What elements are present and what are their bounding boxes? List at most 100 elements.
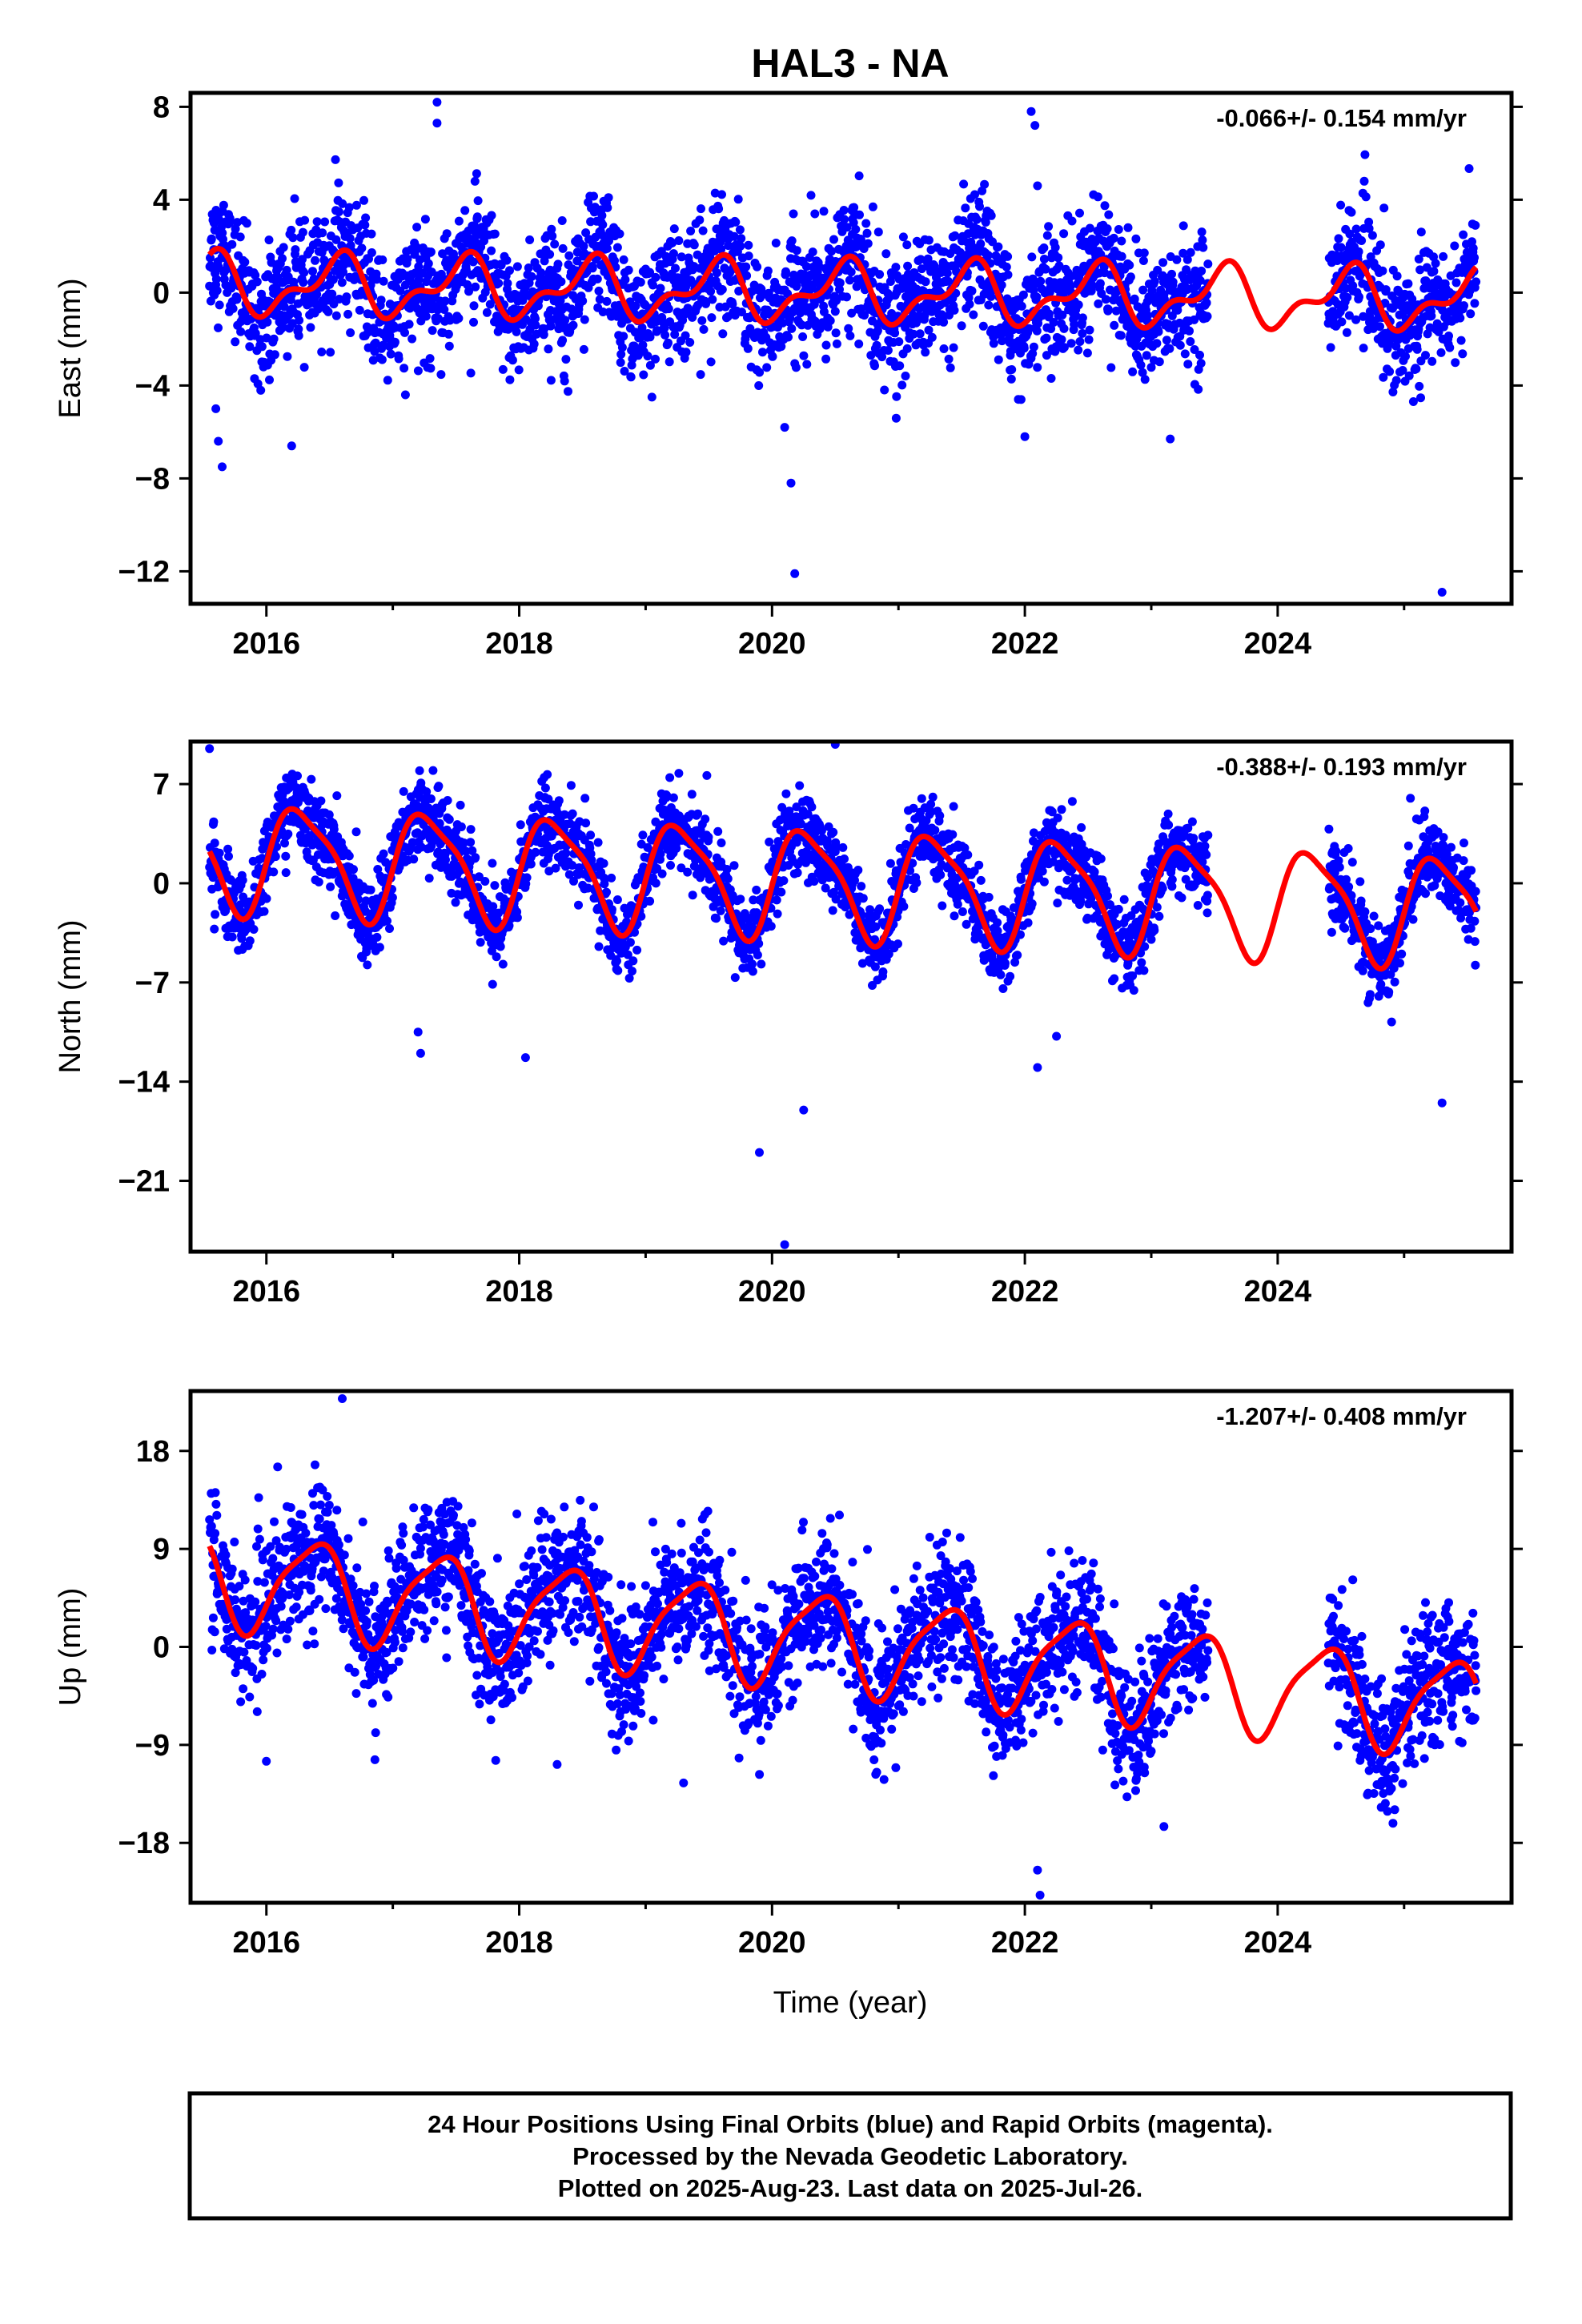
north-data-point (674, 769, 684, 778)
east-data-point (1203, 259, 1213, 269)
east-data-point (1003, 270, 1013, 279)
east-data-point (1458, 349, 1468, 359)
east-data-point (257, 342, 267, 352)
east-y-axis-label: East (mm) (54, 278, 87, 418)
east-data-point (762, 363, 772, 372)
north-data-point (723, 874, 733, 883)
east-data-point (428, 326, 437, 336)
east-data-point (1152, 339, 1162, 348)
east-data-point (681, 348, 691, 357)
east-data-point (463, 280, 472, 289)
east-outlier-point (790, 569, 800, 578)
east-data-point (942, 268, 952, 278)
north-data-point (600, 875, 609, 884)
north-data-point (717, 838, 726, 847)
east-data-point (503, 279, 512, 288)
east-data-point (1337, 317, 1347, 327)
east-data-point (1088, 281, 1097, 290)
north-data-point (628, 956, 638, 966)
east-data-point (1364, 223, 1374, 233)
east-data-point (327, 289, 337, 299)
east-data-point (1059, 343, 1069, 352)
north-data-point (332, 791, 342, 801)
north-data-point (777, 887, 786, 897)
east-data-point (737, 308, 746, 317)
north-data-point (428, 766, 438, 775)
east-data-point (784, 332, 793, 342)
east-data-point (696, 370, 705, 380)
north-data-point (612, 895, 622, 904)
east-data-point (1379, 203, 1389, 213)
east-data-point (553, 259, 563, 269)
east-data-point (1196, 359, 1206, 368)
north-data-point (471, 853, 480, 862)
east-data-point (731, 217, 741, 227)
east-data-point (645, 332, 655, 342)
east-data-point (674, 236, 684, 245)
east-data-point (717, 190, 726, 199)
north-data-point (832, 842, 841, 852)
north-data-point (543, 770, 552, 779)
east-data-point (939, 344, 949, 353)
east-data-point (754, 381, 764, 390)
east-data-point (1116, 331, 1126, 340)
east-data-point (602, 296, 612, 306)
east-data-point (842, 292, 851, 302)
north-data-point (504, 921, 514, 931)
north-data-point (466, 838, 476, 847)
east-data-point (620, 367, 629, 376)
north-data-point (948, 830, 958, 839)
east-data-point (677, 252, 686, 262)
north-data-point (666, 861, 675, 870)
north-data-point (801, 858, 810, 867)
east-data-point (921, 348, 930, 357)
east-data-point (337, 278, 347, 287)
east-data-point (791, 363, 801, 372)
east-data-point (581, 228, 591, 238)
east-outlier-point (1166, 434, 1175, 444)
east-data-point (950, 305, 959, 315)
east-data-point (981, 218, 990, 227)
east-data-point (616, 358, 625, 368)
east-data-point (1167, 269, 1176, 279)
east-data-point (1100, 201, 1110, 211)
north-data-point (581, 818, 591, 828)
east-data-point (1414, 255, 1423, 263)
east-data-point (270, 350, 279, 360)
east-data-point (536, 268, 546, 278)
east-data-point (873, 326, 882, 336)
east-data-point (670, 330, 680, 340)
east-data-point (768, 352, 777, 361)
east-data-point (1168, 277, 1178, 287)
east-data-point (1002, 262, 1011, 271)
east-data-point (1415, 381, 1424, 391)
east-outlier-point (1030, 121, 1040, 131)
north-data-point (878, 967, 888, 976)
north-data-point (260, 842, 270, 851)
east-data-point (695, 215, 705, 225)
east-data-point (717, 285, 727, 294)
east-data-point (898, 232, 908, 242)
east-data-point (1028, 349, 1038, 358)
east-outlier-point (211, 404, 221, 413)
east-data-point (367, 229, 376, 239)
east-data-point (862, 228, 872, 238)
north-data-point (366, 885, 375, 895)
north-data-point (262, 894, 271, 903)
north-data-point (210, 838, 219, 848)
north-data-point (809, 877, 819, 886)
east-data-point (1411, 364, 1421, 374)
north-data-point (688, 891, 697, 900)
east-data-point (681, 331, 690, 340)
north-data-point (498, 959, 508, 969)
east-data-point (894, 337, 904, 347)
east-data-point (212, 286, 222, 296)
east-data-point (283, 352, 292, 361)
north-data-point (853, 866, 863, 875)
north-data-point (564, 870, 574, 879)
east-outlier-point (214, 436, 223, 446)
north-data-point (587, 855, 596, 865)
east-data-point (1456, 313, 1465, 323)
north-data-point (586, 830, 596, 840)
east-data-point (831, 328, 841, 338)
